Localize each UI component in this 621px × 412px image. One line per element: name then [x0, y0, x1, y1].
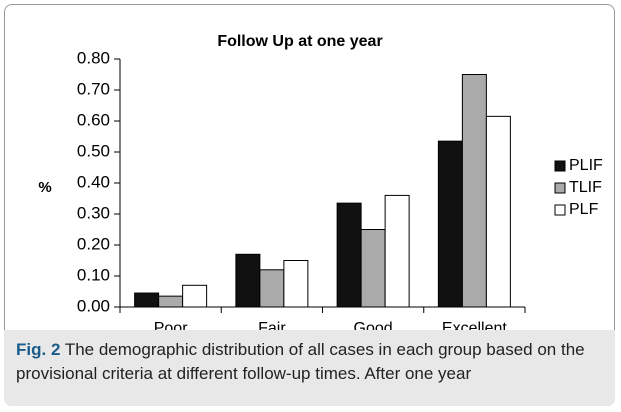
bar [336, 202, 362, 308]
x-tick-label: Excellent [442, 320, 507, 330]
bar [437, 140, 463, 308]
x-tick-label: Good [354, 320, 393, 330]
y-tick-label: 0.20 [77, 234, 110, 253]
chart-title: Follow Up at one year [217, 33, 382, 50]
legend-label: PLIF [569, 157, 603, 174]
bar [485, 115, 511, 308]
legend-swatch [554, 160, 566, 172]
legend-swatch [554, 182, 566, 194]
y-tick-label: 0.00 [77, 296, 110, 315]
caption-label: Fig. 2 [16, 340, 61, 359]
caption: Fig. 2 The demographic distribution of a… [4, 330, 615, 406]
bar [461, 74, 487, 308]
bar [182, 284, 208, 308]
bar [360, 229, 386, 308]
chart: Follow Up at one year % 0.00 0.10 0.20 0.30… [38, 33, 603, 330]
legend-label: TLIF [569, 179, 602, 196]
caption-text: The demographic distribution of all case… [16, 340, 585, 383]
bar [134, 292, 160, 308]
x-tick-label: Fair [258, 320, 286, 330]
legend-label: PLF [569, 201, 599, 218]
y-tick-label: 0.10 [77, 265, 110, 284]
y-tick-label: 0.70 [77, 79, 110, 98]
y-tick-label: 0.50 [77, 141, 110, 160]
y-tick-label: 0.80 [77, 48, 110, 67]
legend-swatch [554, 204, 566, 216]
bar [283, 260, 309, 308]
bar [235, 253, 261, 308]
bar [259, 269, 285, 308]
y-tick-label: 0.40 [77, 172, 110, 191]
bar [384, 194, 410, 308]
y-axis-label: % [38, 179, 51, 196]
y-tick-label: 0.30 [77, 203, 110, 222]
x-tick-label: Poor [154, 320, 188, 330]
y-tick-label: 0.60 [77, 110, 110, 129]
bar [158, 295, 184, 308]
